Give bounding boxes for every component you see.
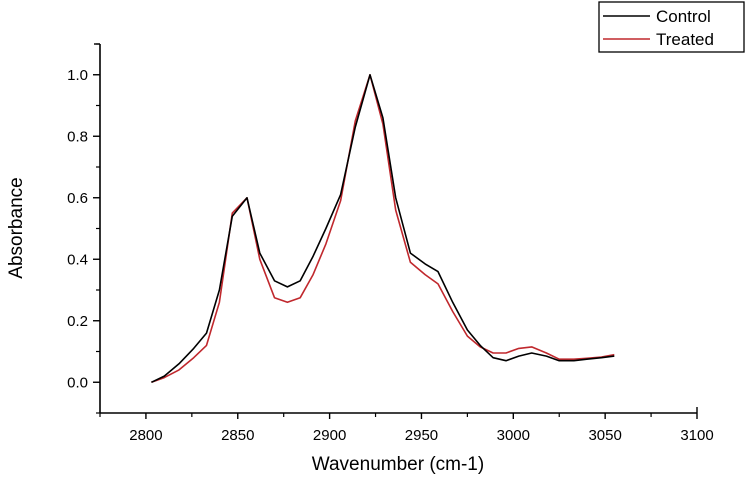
x-tick-label: 2950 [405,427,438,444]
legend: Control Treated [598,1,745,53]
y-tick-label: 0.0 [67,374,88,391]
series-line-control [151,74,615,384]
x-tick-label: 3000 [497,427,530,444]
y-tick-label: 0.2 [67,313,88,330]
y-tick-label: 0.6 [67,190,88,207]
y-axis-title: Absorbance [6,177,27,278]
x-tick-label: 2800 [129,427,162,444]
x-axis-title: Wavenumber (cm-1) [312,454,484,475]
x-tick-label: 2850 [221,427,254,444]
x-tick-label: 3050 [588,427,621,444]
y-tick-label: 0.4 [67,251,88,268]
series-lines [151,74,615,384]
y-tick-label: 1.0 [67,67,88,84]
legend-label-control: Control [656,7,711,26]
x-tick-label: 3100 [680,427,713,444]
legend-label-treated: Treated [656,30,714,49]
y-tick-label: 0.8 [67,128,88,145]
axes: 0.0 0.2 0.4 0.6 0.8 1.0 2800 2850 2900 2950 3000 30… [67,43,714,444]
legend-box [598,1,745,53]
x-tick-label: 2900 [313,427,346,444]
